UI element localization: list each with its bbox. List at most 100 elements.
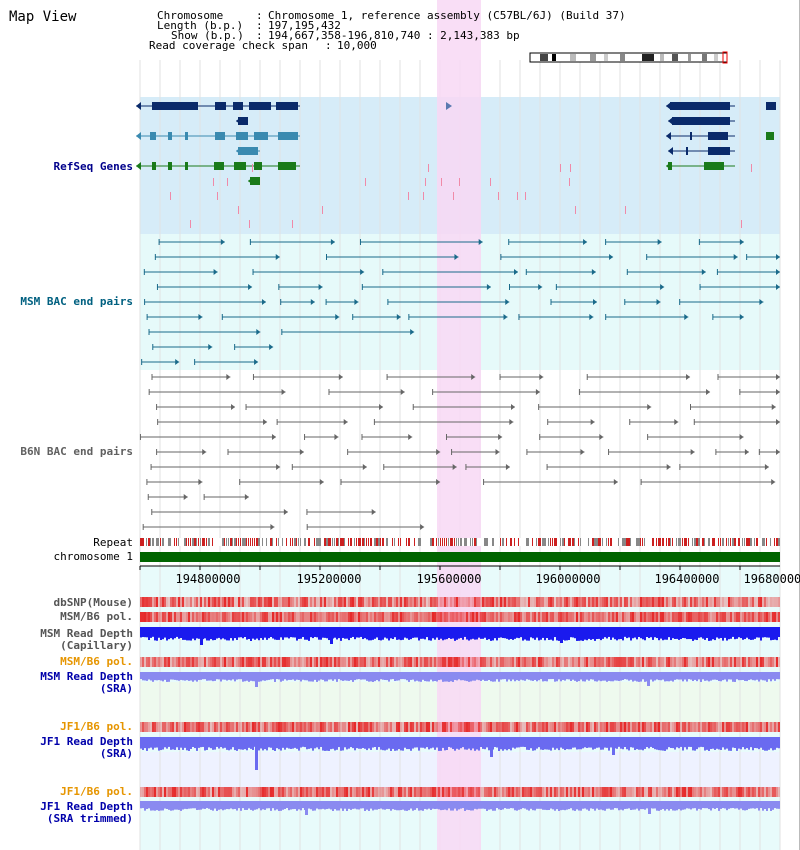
bac-end <box>226 374 231 380</box>
heat-cell <box>170 787 172 797</box>
heat-cell <box>360 597 362 607</box>
heat-cell <box>184 787 186 797</box>
depth-bar <box>350 801 352 810</box>
heat-cell <box>346 722 348 732</box>
heat-cell <box>460 612 462 622</box>
repeat-element <box>588 538 589 546</box>
depth-bar <box>764 801 766 810</box>
track-label-refseq[interactable]: RefSeq Genes <box>53 160 133 173</box>
track-label-chromosome[interactable]: chromosome 1 <box>53 550 133 563</box>
heat-cell <box>556 787 558 797</box>
track-label-dbsnp[interactable]: dbSNP(Mouse) <box>53 596 133 609</box>
depth-bar <box>610 672 612 682</box>
heat-cell <box>758 722 760 732</box>
depth-bar <box>698 801 700 809</box>
heat-cell <box>390 597 392 607</box>
track-label-jf1-b6-pol[interactable]: JF1/B6 pol. <box>60 720 133 733</box>
heat-cell <box>416 787 418 797</box>
track-label-jf1-depth-sra[interactable]: JF1 Read Depth <box>40 735 133 748</box>
heat-cell <box>368 787 370 797</box>
depth-bar <box>224 801 226 810</box>
heat-cell <box>774 657 776 667</box>
heat-cell <box>184 612 186 622</box>
variant-tick <box>365 178 366 186</box>
depth-bar <box>656 737 658 750</box>
heat-cell <box>590 787 592 797</box>
heat-cell <box>534 787 536 797</box>
depth-bar <box>240 627 242 638</box>
depth-bar <box>288 672 290 680</box>
track-label-msm-bac[interactable]: MSM BAC end pairs <box>20 295 133 308</box>
track-label-msm-b6-pol[interactable]: MSM/B6 pol. <box>60 610 133 623</box>
depth-bar <box>572 672 574 680</box>
heat-cell <box>416 657 418 667</box>
depth-bar <box>514 672 516 682</box>
heat-cell <box>730 657 732 667</box>
heat-cell <box>436 612 438 622</box>
depth-bar <box>176 627 178 637</box>
highlight-region <box>437 0 481 850</box>
depth-bar <box>720 672 722 682</box>
heat-cell <box>288 787 290 797</box>
heat-cell <box>572 597 574 607</box>
track-label-repeat[interactable]: Repeat <box>93 536 133 549</box>
depth-bar <box>664 672 666 682</box>
repeat-element <box>704 538 705 546</box>
heat-cell <box>406 597 408 607</box>
depth-bar <box>334 627 336 638</box>
bac-end <box>175 359 180 365</box>
depth-bar <box>164 801 166 809</box>
heat-cell <box>180 657 182 667</box>
depth-bar <box>642 627 644 640</box>
depth-bar <box>314 672 316 680</box>
depth-bar <box>262 737 264 751</box>
repeat-element <box>506 538 507 546</box>
depth-bar <box>386 627 388 639</box>
heat-cell <box>302 722 304 732</box>
heat-cell <box>224 597 226 607</box>
heat-cell <box>554 612 556 622</box>
heat-cell <box>254 657 256 667</box>
depth-bar <box>726 627 728 641</box>
depth-bar <box>398 672 400 681</box>
heat-cell <box>650 657 652 667</box>
track-label-msm-b6-pol-sra[interactable]: MSM/B6 pol. <box>60 655 133 668</box>
depth-bar <box>386 672 388 681</box>
heat-cell <box>274 787 276 797</box>
track-label-msm-depth-sra[interactable]: MSM Read Depth <box>40 670 133 683</box>
track-label-msm-depth-capillary[interactable]: MSM Read Depth <box>40 627 133 640</box>
repeat-element <box>486 538 488 546</box>
track-label-jf1-b6-pol-trimmed[interactable]: JF1/B6 pol. <box>60 785 133 798</box>
heat-cell <box>542 657 544 667</box>
heat-cell <box>302 597 304 607</box>
heat-cell <box>684 722 686 732</box>
repeat-element <box>184 538 186 546</box>
depth-bar <box>154 627 156 641</box>
track-label-b6n-bac[interactable]: B6N BAC end pairs <box>20 445 133 458</box>
heat-cell <box>284 657 286 667</box>
depth-bar <box>290 627 292 638</box>
heat-cell <box>700 657 702 667</box>
depth-bar <box>568 737 570 750</box>
heat-cell <box>686 722 688 732</box>
depth-bar <box>348 801 350 809</box>
track-label-jf1-depth-trimmed[interactable]: JF1 Read Depth <box>40 800 133 813</box>
heat-cell <box>636 597 638 607</box>
depth-bar <box>210 672 212 681</box>
depth-bar <box>310 627 312 638</box>
depth-bar <box>580 737 582 750</box>
depth-bar <box>730 737 732 751</box>
depth-bar <box>750 737 752 748</box>
heat-cell <box>644 612 646 622</box>
depth-bar <box>542 672 544 682</box>
heat-cell <box>374 657 376 667</box>
depth-bar <box>326 672 328 682</box>
depth-bar <box>224 672 226 680</box>
depth-bar <box>202 801 204 809</box>
heat-cell <box>254 722 256 732</box>
depth-bar <box>710 627 712 641</box>
heat-cell <box>166 657 168 667</box>
heat-cell <box>472 657 474 667</box>
bac-end <box>198 479 203 485</box>
